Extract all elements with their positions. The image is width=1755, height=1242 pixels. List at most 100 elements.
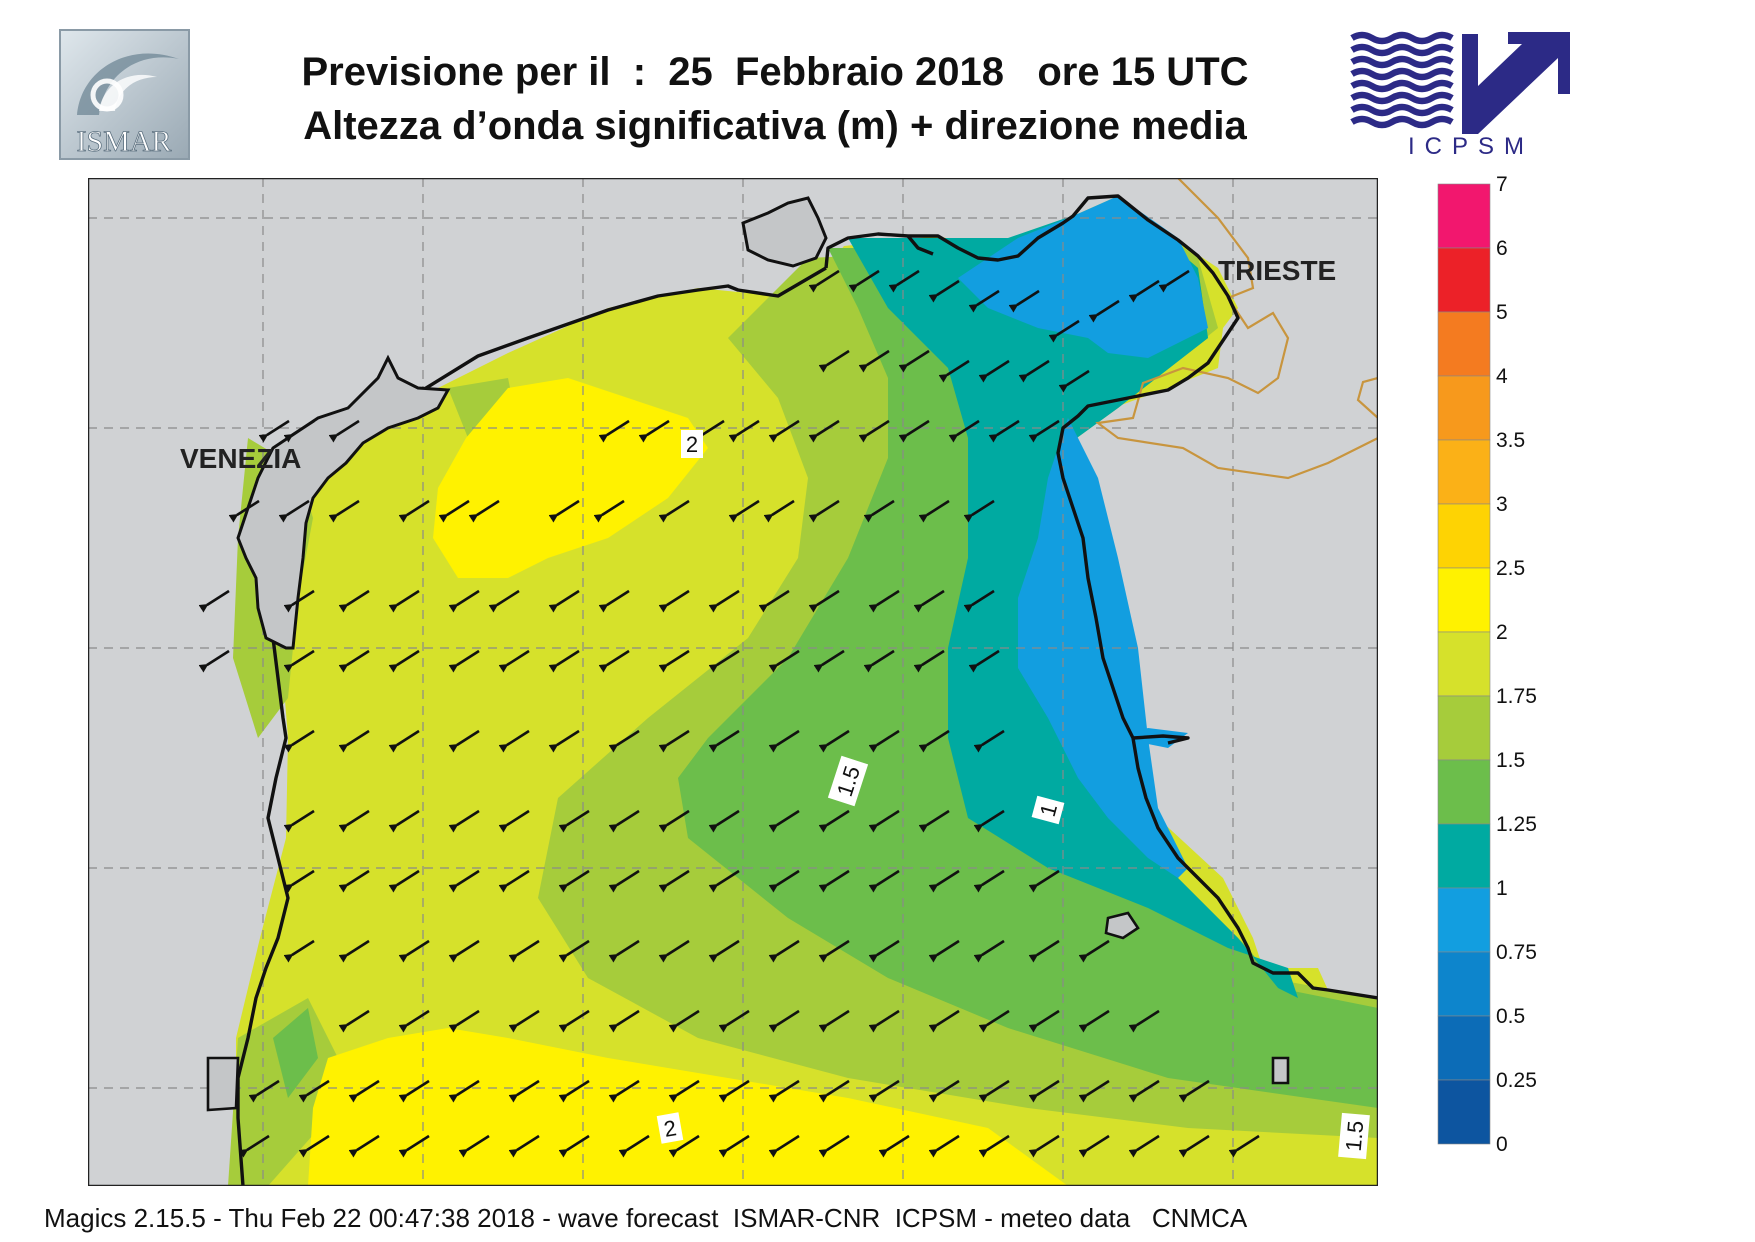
direction-arrow — [558, 939, 590, 963]
direction-arrow — [558, 869, 590, 893]
direction-arrow — [498, 809, 530, 833]
direction-arrow — [1158, 269, 1190, 293]
direction-arrow — [498, 869, 530, 893]
direction-arrow — [548, 499, 580, 523]
direction-arrow — [973, 809, 1005, 833]
legend-tick-label: 1.25 — [1496, 813, 1537, 836]
direction-arrow — [558, 1134, 590, 1158]
legend-color-band — [1437, 183, 1491, 249]
legend-color-band — [1437, 695, 1491, 761]
direction-arrow — [708, 729, 740, 753]
contour-label-2-north: 2 — [681, 430, 703, 458]
direction-arrow — [548, 649, 580, 673]
direction-arrow — [1228, 1134, 1260, 1158]
direction-arrow — [768, 729, 800, 753]
direction-arrow — [1018, 359, 1050, 383]
direction-arrow — [388, 589, 420, 613]
direction-arrow — [928, 869, 960, 893]
direction-arrow — [728, 419, 760, 443]
direction-arrow — [338, 649, 370, 673]
direction-arrow — [948, 419, 980, 443]
direction-arrow — [1178, 1134, 1210, 1158]
direction-arrow — [608, 1079, 640, 1103]
direction-arrow — [283, 649, 315, 673]
direction-arrow — [468, 499, 500, 523]
direction-arrow — [898, 349, 930, 373]
direction-arrow — [928, 1079, 960, 1103]
direction-arrow — [928, 279, 960, 303]
direction-arrow — [988, 419, 1020, 443]
direction-arrow — [593, 499, 625, 523]
legend-tick-label: 2.5 — [1496, 557, 1525, 580]
direction-arrow — [898, 419, 930, 443]
footer-credits: Magics 2.15.5 - Thu Feb 22 00:47:38 2018… — [44, 1203, 1248, 1233]
direction-arrow — [818, 729, 850, 753]
direction-arrow — [388, 869, 420, 893]
direction-arrow — [1128, 1079, 1160, 1103]
contour-label-1-5-south: 1.5 — [1338, 1112, 1370, 1160]
direction-arrow — [278, 499, 310, 523]
direction-arrow — [818, 1134, 850, 1158]
direction-arrow — [968, 289, 1000, 313]
legend-tick-label: 3 — [1496, 493, 1508, 516]
city-label-venezia: VENEZIA — [180, 443, 301, 474]
direction-arrow — [708, 809, 740, 833]
direction-arrow — [348, 1079, 380, 1103]
direction-arrow — [868, 1009, 900, 1033]
direction-arrow — [888, 269, 920, 293]
page-subtitle: Altezza d’onda significativa (m) + direz… — [303, 104, 1247, 148]
direction-arrow — [768, 1134, 800, 1158]
legend-color-band — [1437, 631, 1491, 697]
direction-arrow — [928, 1009, 960, 1033]
legend-tick-label: 0.25 — [1496, 1069, 1537, 1092]
direction-arrow — [598, 589, 630, 613]
direction-arrow — [598, 419, 630, 443]
direction-arrow — [398, 939, 430, 963]
direction-arrow — [918, 499, 950, 523]
direction-arrow — [1078, 1134, 1110, 1158]
direction-arrow — [558, 1009, 590, 1033]
direction-arrow — [768, 649, 800, 673]
direction-arrow — [1058, 369, 1090, 393]
direction-arrow — [718, 1009, 750, 1033]
direction-arrow — [1028, 939, 1060, 963]
direction-arrow — [198, 649, 230, 673]
direction-arrow — [693, 419, 725, 443]
direction-arrow — [818, 869, 850, 893]
legend-color-band — [1437, 759, 1491, 825]
direction-arrow — [658, 939, 690, 963]
direction-arrow — [968, 649, 1000, 673]
direction-arrow — [1088, 299, 1120, 323]
legend-color-band — [1437, 503, 1491, 569]
direction-arrow — [1048, 319, 1080, 343]
direction-arrow — [238, 1134, 270, 1158]
direction-arrow — [658, 589, 690, 613]
direction-arrow — [658, 499, 690, 523]
direction-arrow — [448, 1009, 480, 1033]
direction-arrow — [708, 589, 740, 613]
legend-color-band — [1437, 439, 1491, 505]
direction-arrow — [283, 589, 315, 613]
map-frame — [87, 177, 1379, 1187]
direction-arrow — [768, 809, 800, 833]
direction-arrow — [868, 939, 900, 963]
direction-arrow — [558, 809, 590, 833]
direction-arrow — [338, 1009, 370, 1033]
page-title: Previsione per il : 25 Febbraio 2018 ore… — [301, 50, 1249, 94]
contour-label-2-south: 2 — [656, 1112, 684, 1144]
legend-color-band — [1437, 887, 1491, 953]
color-scale-legend: 7 6 5 4 3.5 3 2.5 2 1.75 1.5 1.25 1 0.75 0.5 0.25 0 — [1436, 173, 1556, 1164]
legend-tick-label: 0.5 — [1496, 1005, 1525, 1028]
direction-arrow — [1078, 1009, 1110, 1033]
direction-arrow — [258, 419, 290, 443]
direction-arrow — [1128, 1009, 1160, 1033]
direction-arrow — [1078, 1079, 1110, 1103]
zone-0-75 — [958, 196, 1208, 358]
legend-color-band — [1437, 247, 1491, 313]
direction-arrow — [398, 499, 430, 523]
direction-arrow — [508, 1009, 540, 1033]
legend-tick-label: 1 — [1496, 877, 1508, 900]
direction-arrow — [708, 649, 740, 673]
legend-tick-label: 5 — [1496, 301, 1508, 324]
direction-arrow — [818, 1009, 850, 1033]
